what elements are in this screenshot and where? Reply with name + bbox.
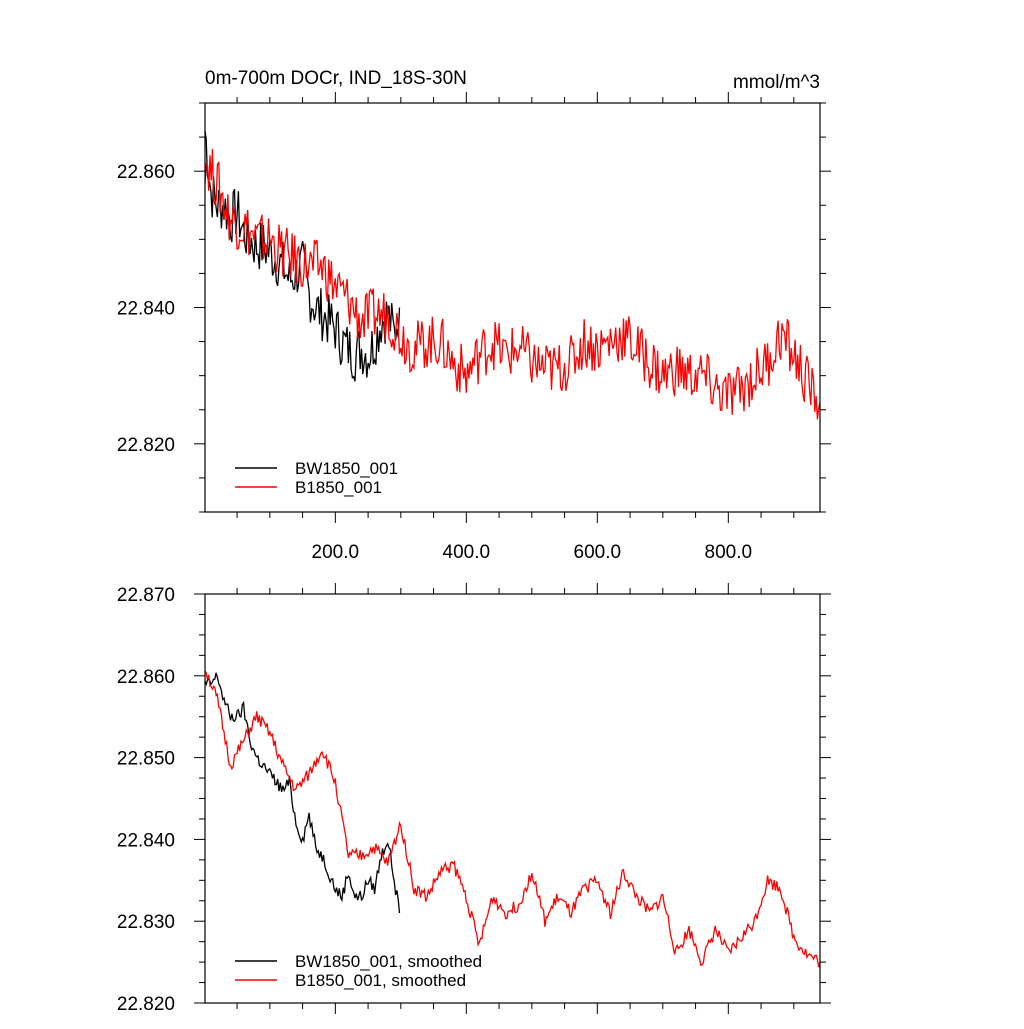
y-tick-label: 22.850	[117, 749, 175, 770]
series-line-b1850	[204, 670, 821, 968]
legend-label: B1850_001, smoothed	[295, 971, 466, 990]
legend-label: BW1850_001, smoothed	[295, 952, 482, 971]
y-tick-label: 22.840	[117, 299, 175, 320]
top-chart-panel: 0m-700m DOCr, IND_18S-30N mmol/m^3 200.0…	[117, 68, 831, 563]
series-line-bw1850	[204, 130, 401, 382]
y-tick-label: 22.840	[117, 830, 175, 851]
x-tick-label: 400.0	[443, 542, 491, 563]
plot-frame	[204, 593, 821, 1004]
y-tick-label: 22.860	[117, 667, 175, 688]
chart-title: 0m-700m DOCr, IND_18S-30N	[205, 68, 467, 89]
x-tick-label: 800.0	[705, 542, 753, 563]
y-tick-label: 22.830	[117, 912, 175, 933]
x-tick-label: 200.0	[312, 542, 360, 563]
y-tick-label: 22.870	[117, 585, 175, 606]
units-label: mmol/m^3	[733, 72, 820, 93]
series-line-bw1850	[204, 672, 401, 914]
plot-frame	[204, 102, 821, 513]
y-tick-label: 22.860	[117, 162, 175, 183]
y-tick-label: 22.820	[117, 994, 175, 1015]
series-line-b1850	[204, 148, 821, 420]
x-tick-label: 600.0	[574, 542, 622, 563]
legend-label: B1850_001	[295, 478, 382, 497]
bottom-chart-panel: 22.820 22.830 22.840 22.850 22.860 22.870 BW1…	[117, 583, 831, 1015]
legend-label: BW1850_001	[295, 459, 398, 478]
y-tick-label: 22.820	[117, 435, 175, 456]
